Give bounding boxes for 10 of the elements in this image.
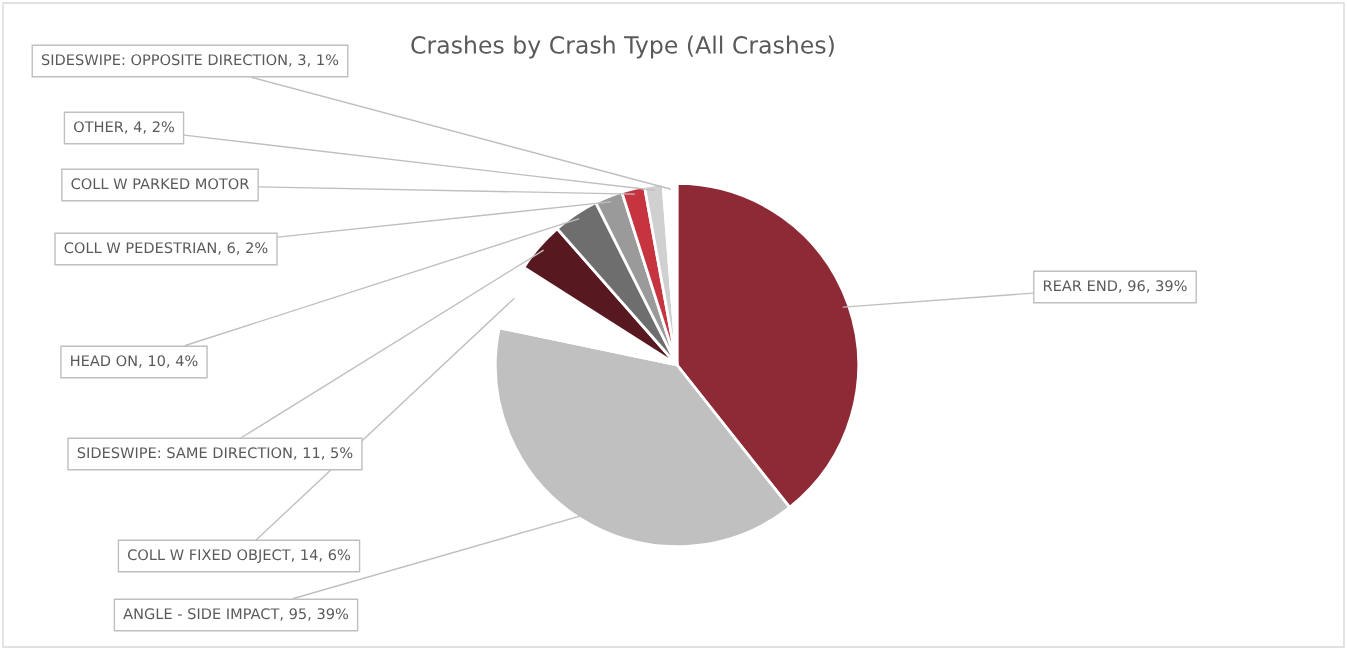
slice-label: SIDESWIPE: SAME DIRECTION, 11, 5%: [77, 447, 353, 460]
slice-label: COLL W FIXED OBJECT, 14, 6%: [127, 549, 351, 563]
slice-label: HEAD ON, 10, 4%: [71, 355, 198, 368]
slice-label: COLL W PARKED MOTOR: [71, 178, 249, 190]
slice-label: SIDESWIPE: OPPOSITE DIRECTION, 3, 1%: [41, 54, 339, 67]
slice-label: ANGLE - SIDE IMPACT, 95, 39%: [123, 608, 349, 621]
slice-label: COLL W PEDESTRIAN, 6, 2%: [64, 242, 268, 255]
slice-label: OTHER, 4, 2%: [73, 121, 175, 134]
chart-title: Crashes by Crash Type (All Crashes): [411, 35, 834, 59]
slice-label: REAR END, 96, 39%: [1043, 280, 1187, 293]
